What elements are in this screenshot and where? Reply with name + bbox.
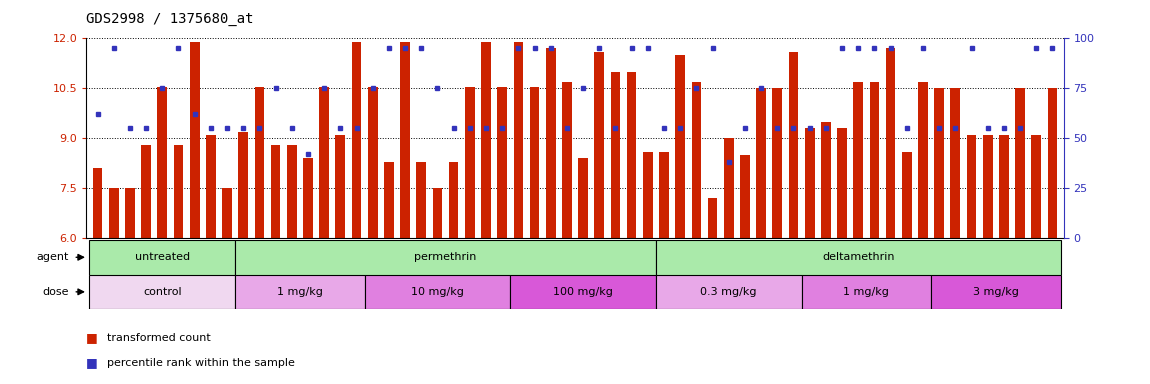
FancyBboxPatch shape bbox=[90, 275, 235, 309]
Bar bbox=[821, 122, 830, 238]
FancyBboxPatch shape bbox=[365, 275, 511, 309]
Bar bbox=[723, 138, 734, 238]
Bar bbox=[1032, 135, 1041, 238]
Bar bbox=[627, 72, 636, 238]
Bar bbox=[789, 52, 798, 238]
Text: 1 mg/kg: 1 mg/kg bbox=[843, 287, 889, 297]
Bar bbox=[773, 88, 782, 238]
FancyBboxPatch shape bbox=[235, 240, 656, 275]
Bar bbox=[416, 162, 427, 238]
FancyBboxPatch shape bbox=[235, 275, 365, 309]
FancyBboxPatch shape bbox=[656, 240, 1060, 275]
Bar bbox=[546, 48, 555, 238]
Text: ■: ■ bbox=[86, 356, 102, 369]
Bar bbox=[93, 168, 102, 238]
FancyBboxPatch shape bbox=[802, 275, 932, 309]
Bar bbox=[757, 88, 766, 238]
Bar bbox=[805, 128, 814, 238]
Bar bbox=[886, 48, 896, 238]
Bar bbox=[497, 87, 507, 238]
Bar bbox=[109, 188, 118, 238]
FancyBboxPatch shape bbox=[90, 240, 235, 275]
Bar bbox=[950, 88, 960, 238]
Text: deltamethrin: deltamethrin bbox=[822, 252, 895, 262]
Bar bbox=[368, 87, 377, 238]
Bar bbox=[238, 132, 248, 238]
Bar bbox=[691, 82, 702, 238]
Text: transformed count: transformed count bbox=[107, 333, 210, 343]
Text: permethrin: permethrin bbox=[414, 252, 477, 262]
Bar bbox=[400, 42, 409, 238]
Bar bbox=[837, 128, 846, 238]
Bar bbox=[934, 88, 944, 238]
Bar bbox=[869, 82, 880, 238]
Bar bbox=[465, 87, 475, 238]
Bar bbox=[611, 72, 620, 238]
Bar bbox=[595, 52, 604, 238]
Bar bbox=[853, 82, 862, 238]
Bar bbox=[288, 145, 297, 238]
Text: GDS2998 / 1375680_at: GDS2998 / 1375680_at bbox=[86, 12, 254, 26]
Text: 1 mg/kg: 1 mg/kg bbox=[277, 287, 323, 297]
Bar bbox=[918, 82, 928, 238]
Bar bbox=[530, 87, 539, 238]
Bar bbox=[158, 87, 167, 238]
Bar bbox=[304, 158, 313, 238]
Bar bbox=[514, 42, 523, 238]
Bar bbox=[206, 135, 216, 238]
Bar bbox=[999, 135, 1009, 238]
Bar bbox=[320, 87, 329, 238]
Bar bbox=[643, 152, 653, 238]
Bar bbox=[902, 152, 912, 238]
Text: 0.3 mg/kg: 0.3 mg/kg bbox=[700, 287, 757, 297]
Bar bbox=[190, 42, 200, 238]
Bar bbox=[174, 145, 183, 238]
Text: ■: ■ bbox=[86, 331, 102, 344]
Bar bbox=[967, 135, 976, 238]
FancyBboxPatch shape bbox=[656, 275, 802, 309]
Bar bbox=[432, 188, 443, 238]
Bar bbox=[222, 188, 232, 238]
Bar bbox=[448, 162, 459, 238]
Bar bbox=[1048, 88, 1057, 238]
Bar bbox=[659, 152, 669, 238]
Text: 3 mg/kg: 3 mg/kg bbox=[973, 287, 1019, 297]
Bar bbox=[125, 188, 135, 238]
Bar bbox=[675, 55, 685, 238]
Bar bbox=[270, 145, 281, 238]
Bar bbox=[141, 145, 151, 238]
FancyBboxPatch shape bbox=[932, 275, 1060, 309]
Bar bbox=[578, 158, 588, 238]
Text: dose: dose bbox=[41, 287, 69, 297]
Text: percentile rank within the sample: percentile rank within the sample bbox=[107, 358, 294, 368]
Bar bbox=[707, 198, 718, 238]
Bar bbox=[983, 135, 992, 238]
Bar bbox=[741, 155, 750, 238]
Bar bbox=[481, 42, 491, 238]
Bar bbox=[1015, 88, 1025, 238]
Bar bbox=[352, 42, 361, 238]
Text: 10 mg/kg: 10 mg/kg bbox=[411, 287, 463, 297]
Text: agent: agent bbox=[36, 252, 69, 262]
Bar bbox=[384, 162, 393, 238]
Text: control: control bbox=[143, 287, 182, 297]
Bar bbox=[336, 135, 345, 238]
FancyBboxPatch shape bbox=[511, 275, 656, 309]
Bar bbox=[562, 82, 572, 238]
Bar bbox=[254, 87, 264, 238]
Text: 100 mg/kg: 100 mg/kg bbox=[553, 287, 613, 297]
Text: untreated: untreated bbox=[135, 252, 190, 262]
